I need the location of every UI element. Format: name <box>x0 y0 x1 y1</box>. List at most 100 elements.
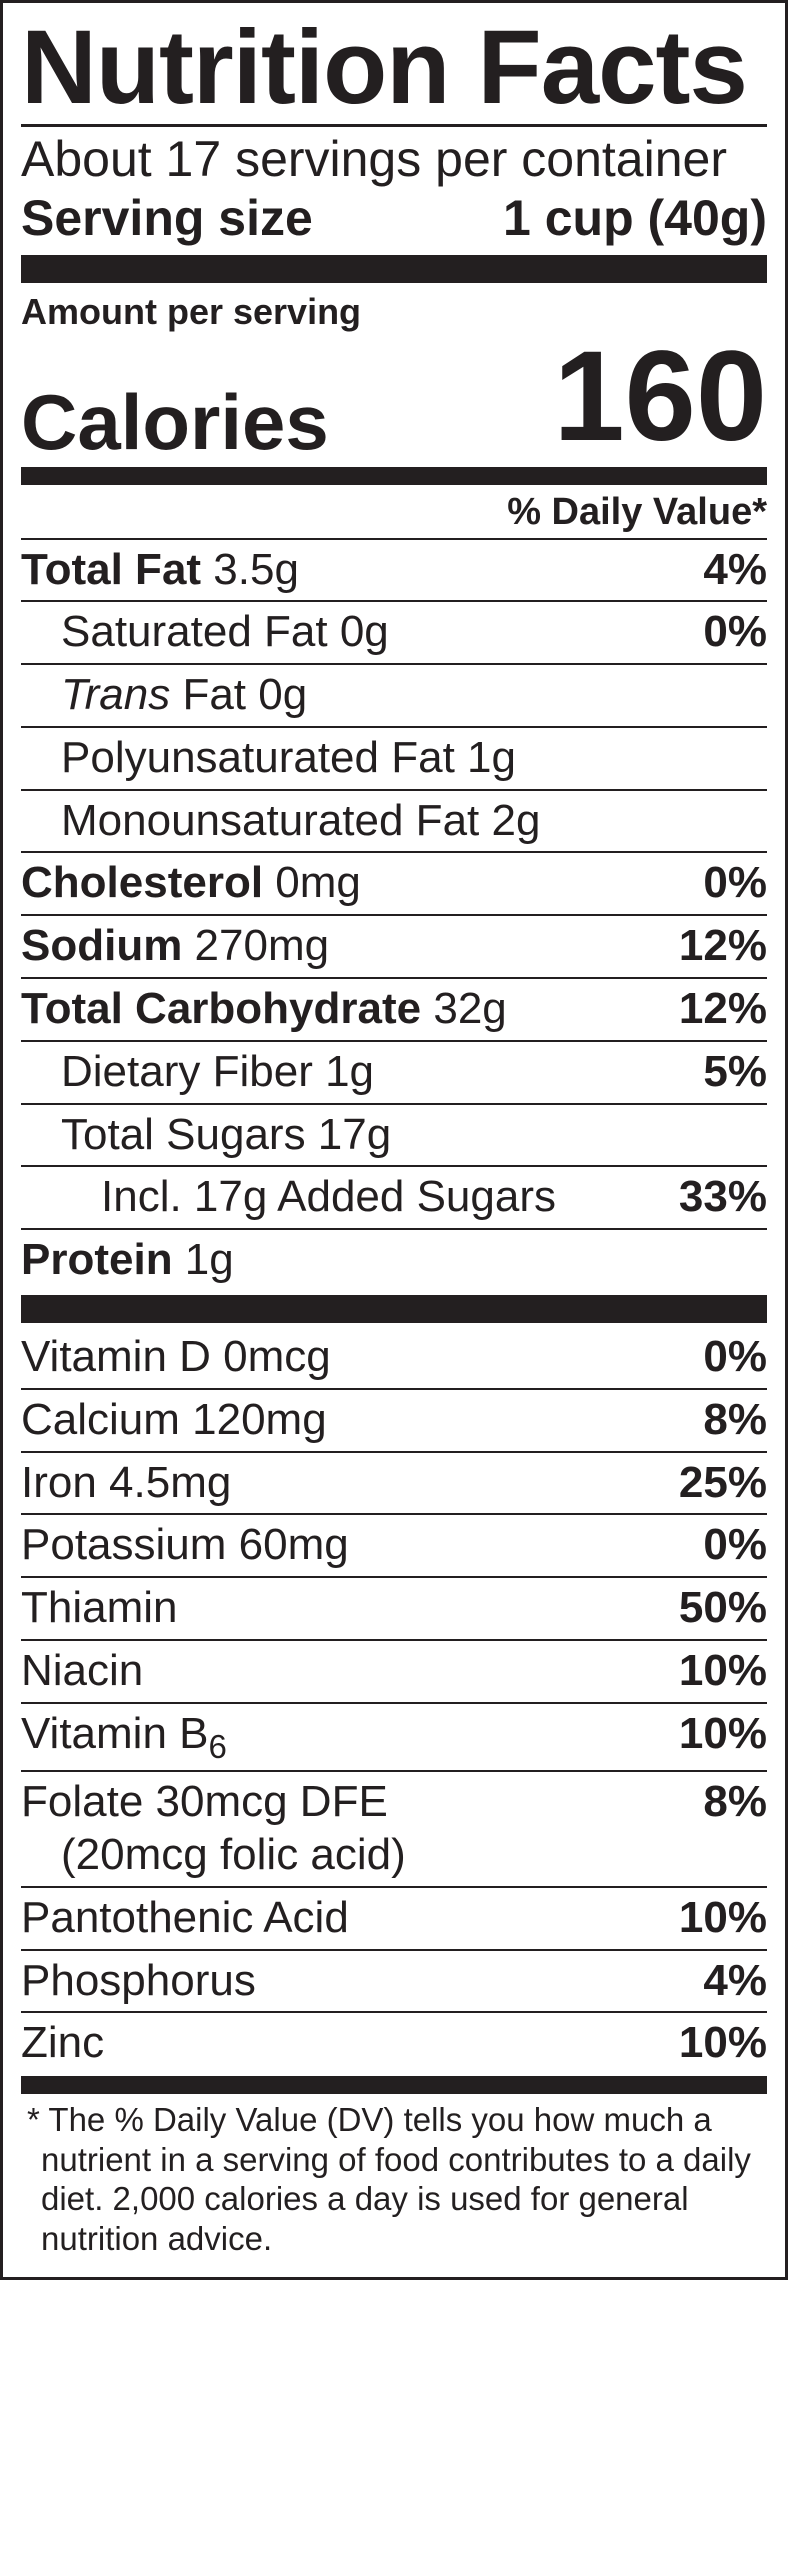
rule <box>21 2011 767 2013</box>
nutrient-label: Polyunsaturated Fat 1g <box>21 732 516 785</box>
rule <box>21 1886 767 1888</box>
calories-value: 160 <box>553 333 767 461</box>
nutrient-dv: 0% <box>703 1519 767 1572</box>
nutrient-label: Saturated Fat 0g <box>21 606 389 659</box>
rule <box>21 914 767 916</box>
dv-header: % Daily Value* <box>21 491 767 534</box>
nutrient-row: Thiamin 50% <box>21 1582 767 1635</box>
nutrient-dv: 25% <box>679 1457 767 1510</box>
nutrient-label: Folate 30mcg DFE <box>21 1776 388 1829</box>
nutrient-row: Vitamin D 0mcg 0% <box>21 1331 767 1384</box>
servings-per-container: About 17 servings per container <box>21 131 767 189</box>
nutrient-label: Potassium 60mg <box>21 1519 349 1572</box>
nutrient-label: Thiamin <box>21 1582 178 1635</box>
nutrient-label: Niacin <box>21 1645 143 1698</box>
nutrient-row: Zinc 10% <box>21 2017 767 2070</box>
nutrient-label: Calcium 120mg <box>21 1394 327 1447</box>
nutrient-row: Iron 4.5mg 25% <box>21 1457 767 1510</box>
nutrient-row: Niacin 10% <box>21 1645 767 1698</box>
nutrient-row: Vitamin B6 10% <box>21 1708 767 1766</box>
nutrient-row: Incl. 17g Added Sugars 33% <box>21 1171 767 1224</box>
serving-size-row: Serving size 1 cup (40g) <box>21 189 767 247</box>
nutrient-row: Total Fat 3.5g 4% <box>21 544 767 597</box>
nutrient-label: Sodium 270mg <box>21 920 329 973</box>
nutrition-facts-label: Nutrition Facts About 17 servings per co… <box>0 0 788 2280</box>
nutrient-row: Total Sugars 17g <box>21 1109 767 1162</box>
title: Nutrition Facts <box>21 15 767 120</box>
rule <box>21 1388 767 1390</box>
thick-bar <box>21 255 767 283</box>
rule <box>21 977 767 979</box>
nutrient-label: Protein 1g <box>21 1234 234 1287</box>
nutrient-row: Calcium 120mg 8% <box>21 1394 767 1447</box>
nutrient-row: Folate 30mcg DFE 8% <box>21 1776 767 1829</box>
nutrient-row: Potassium 60mg 0% <box>21 1519 767 1572</box>
nutrient-label: Incl. 17g Added Sugars <box>21 1171 556 1224</box>
nutrient-dv: 50% <box>679 1582 767 1635</box>
nutrient-dv: 12% <box>679 983 767 1036</box>
nutrient-label: Phosphorus <box>21 1955 256 2008</box>
serving-size-label: Serving size <box>21 189 313 247</box>
rule <box>21 538 767 540</box>
nutrient-dv: 10% <box>679 1708 767 1766</box>
vitamin-nutrients: Vitamin D 0mcg 0% Calcium 120mg 8% Iron 4.5m… <box>21 1331 767 2070</box>
rule <box>21 1103 767 1105</box>
nutrient-dv: 33% <box>679 1171 767 1224</box>
nutrient-label: Vitamin D 0mcg <box>21 1331 331 1384</box>
nutrient-sublabel-text: (20mcg folic acid) <box>21 1829 406 1882</box>
nutrient-row: Monounsaturated Fat 2g <box>21 795 767 848</box>
nutrient-label: Total Carbohydrate 32g <box>21 983 507 1036</box>
rule <box>21 663 767 665</box>
rule <box>21 1576 767 1578</box>
nutrient-row: Protein 1g <box>21 1234 767 1287</box>
nutrient-dv: 12% <box>679 920 767 973</box>
nutrient-row: Polyunsaturated Fat 1g <box>21 732 767 785</box>
rule <box>21 851 767 853</box>
rule <box>21 1228 767 1230</box>
nutrient-label: Cholesterol 0mg <box>21 857 361 910</box>
nutrient-row: Sodium 270mg 12% <box>21 920 767 973</box>
nutrient-row: Trans Fat 0g <box>21 669 767 722</box>
nutrient-label: Monounsaturated Fat 2g <box>21 795 540 848</box>
nutrient-label: Zinc <box>21 2017 104 2070</box>
nutrient-dv: 10% <box>679 1645 767 1698</box>
nutrient-row: Cholesterol 0mg 0% <box>21 857 767 910</box>
nutrient-dv: 8% <box>703 1776 767 1829</box>
main-nutrients: Total Fat 3.5g4%Saturated Fat 0g0%Trans … <box>21 544 767 1288</box>
nutrient-dv: 4% <box>703 544 767 597</box>
rule <box>21 726 767 728</box>
nutrient-label: Total Sugars 17g <box>21 1109 391 1162</box>
calories-row: Calories 160 <box>21 333 767 461</box>
rule <box>21 1949 767 1951</box>
nutrient-row: Dietary Fiber 1g 5% <box>21 1046 767 1099</box>
rule <box>21 1165 767 1167</box>
nutrient-label: Pantothenic Acid <box>21 1892 349 1945</box>
nutrient-label: Dietary Fiber 1g <box>21 1046 374 1099</box>
nutrient-row: Phosphorus 4% <box>21 1955 767 2008</box>
nutrient-label: Iron 4.5mg <box>21 1457 231 1510</box>
rule <box>21 600 767 602</box>
nutrient-dv: 0% <box>703 857 767 910</box>
thick-bar <box>21 1295 767 1323</box>
nutrient-label: Vitamin B6 <box>21 1708 227 1766</box>
nutrient-label: Trans Fat 0g <box>21 669 307 722</box>
rule <box>21 1639 767 1641</box>
footnote: * The % Daily Value (DV) tells you how m… <box>21 2100 767 2258</box>
nutrient-dv: 0% <box>703 1331 767 1384</box>
rule <box>21 1513 767 1515</box>
nutrient-dv: 8% <box>703 1394 767 1447</box>
nutrient-sublabel: (20mcg folic acid) <box>21 1829 767 1882</box>
nutrient-row: Total Carbohydrate 32g 12% <box>21 983 767 1036</box>
nutrient-row: Saturated Fat 0g0% <box>21 606 767 659</box>
rule <box>21 1040 767 1042</box>
serving-size-value: 1 cup (40g) <box>503 189 767 247</box>
nutrient-dv: 10% <box>679 2017 767 2070</box>
nutrient-dv: 4% <box>703 1955 767 2008</box>
rule <box>21 1770 767 1772</box>
nutrient-dv: 5% <box>703 1046 767 1099</box>
med-bar <box>21 467 767 485</box>
nutrient-row: Pantothenic Acid10% <box>21 1892 767 1945</box>
med-bar <box>21 2076 767 2094</box>
nutrient-label: Total Fat 3.5g <box>21 544 299 597</box>
rule <box>21 1451 767 1453</box>
